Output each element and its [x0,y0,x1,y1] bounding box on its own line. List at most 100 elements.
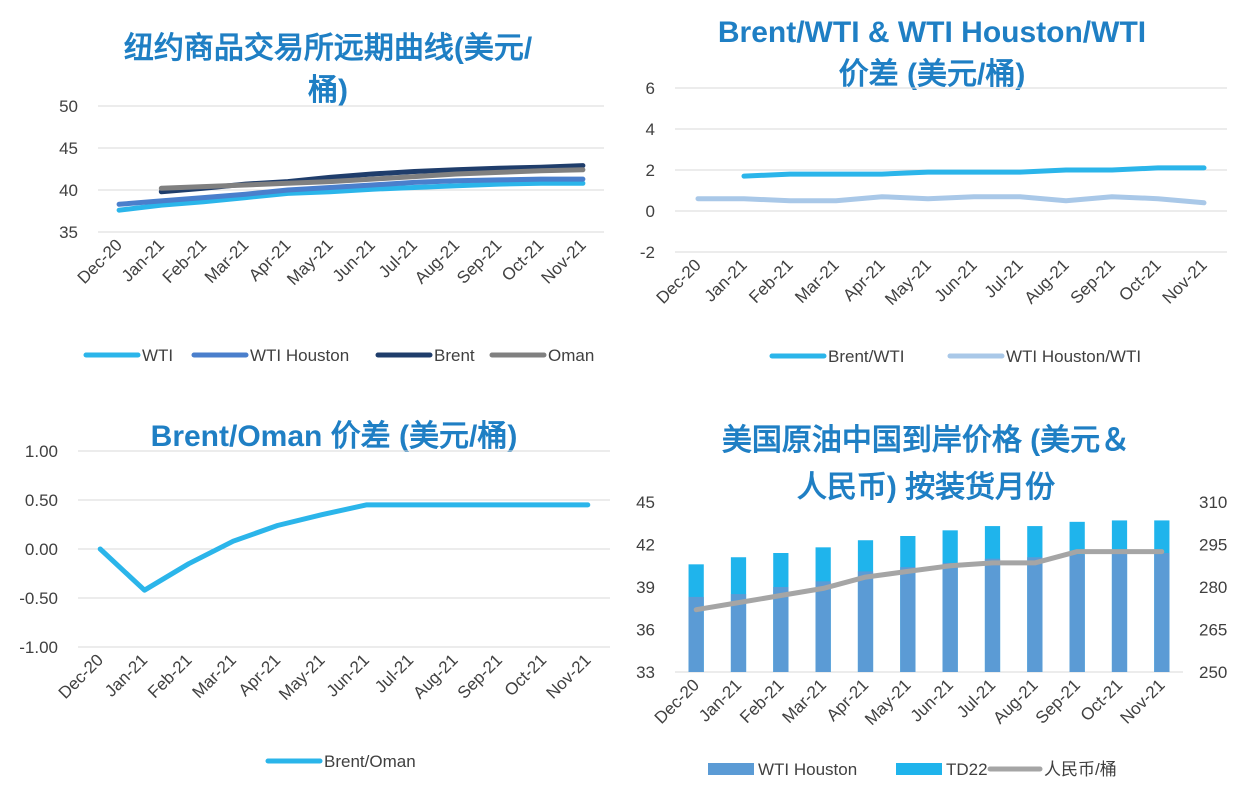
y-tick-label: 40 [59,181,78,200]
chart-title-line: Brent/Oman 价差 (美元/桶) [151,419,518,453]
x-tick-label: Dec-20 [653,255,705,307]
x-tick-label: May-21 [275,650,329,704]
legend-label: Brent [434,346,475,365]
chart-c3: Brent/Oman 价差 (美元/桶) 1.00 0.50 0.00 -0.50 -1.… [19,419,610,771]
chart-title-line: 价差 (美元/桶) [839,57,1026,91]
x-tick-label: Nov-21 [1116,675,1168,727]
y-tick-label: 0.00 [25,540,58,559]
x-tick-label: Aug-21 [411,235,463,287]
series-line [116,176,586,207]
bar [1069,554,1085,672]
legend-label: WTI Houston [758,760,857,779]
y-tick-label: 39 [636,578,655,597]
chart-title-line: 人民币) 按装货月份 [797,470,1055,504]
x-tick-label: Dec-20 [74,235,126,287]
x-tick-label: Feb-21 [736,675,788,727]
x-tick-label: May-21 [881,255,935,309]
legend-label: WTI Houston [250,346,349,365]
legend-label: 人民币/桶 [1044,760,1117,779]
bar [688,596,704,672]
legend-label: Brent/Oman [324,752,416,771]
chart-title-line: 桶) [308,74,348,107]
y-tick-label: 45 [636,493,655,512]
bar [1027,557,1043,672]
y-tick-label: 35 [59,223,78,242]
x-tick-label: Oct-21 [1115,255,1165,305]
bar [1111,553,1128,672]
legend-swatch [896,763,942,775]
legend-label: Oman [548,346,594,365]
x-tick-label: Sep-21 [453,235,505,287]
legend-label: WTI Houston/WTI [1006,347,1141,366]
y-tick-label: 45 [59,139,78,158]
y2-tick-label: 310 [1199,493,1227,512]
y-tick-label: -1.00 [19,638,58,657]
bar [984,558,1001,672]
y-tick-label: 0 [646,202,655,221]
x-tick-label: Nov-21 [538,235,590,287]
x-tick-label: Feb-21 [745,255,797,307]
x-tick-label: Dec-20 [55,650,107,702]
y-tick-label: -0.50 [19,589,58,608]
y2-tick-label: 265 [1199,621,1227,640]
x-tick-label: Jun-21 [329,235,379,285]
bar [815,581,831,672]
legend-label: Brent/WTI [828,347,905,366]
y-tick-label: 36 [636,621,655,640]
chart-c4: 美国原油中国到岸价格 (美元＆ 人民币) 按装货月份 45 42 39 36 33 310 29… [636,423,1227,779]
x-tick-label: Oct-21 [501,650,551,700]
x-tick-label: May-21 [861,675,915,729]
y-tick-label: 6 [646,79,655,98]
y-tick-label: 4 [646,120,655,139]
x-tick-label: Mar-21 [778,675,830,727]
legend-swatch [708,763,754,775]
x-tick-label: Aug-21 [989,675,1041,727]
series-line [695,194,1207,206]
y2-tick-label: 280 [1199,578,1227,597]
y-tick-label: -2 [640,243,655,262]
x-tick-label: Apr-21 [839,255,889,305]
chart-title-line: 纽约商品交易所远期曲线(美元/ [124,31,533,65]
y-tick-label: 0.50 [25,491,58,510]
legend-label: WTI [142,346,173,365]
bar [942,562,958,672]
x-tick-label: Jun-21 [931,255,981,305]
series-line [97,502,591,593]
y-tick-label: 1.00 [25,442,58,461]
y-tick-label: 2 [646,161,655,180]
bar [857,571,874,672]
bar [900,567,916,672]
x-tick-label: Feb-21 [159,235,211,287]
x-tick-label: Jan-21 [101,650,151,700]
x-tick-label: Sep-21 [1032,675,1084,727]
x-tick-label: Nov-21 [1159,255,1211,307]
x-tick-label: Mar-21 [188,650,240,702]
series-line [116,180,586,213]
x-tick-label: Sep-21 [454,650,506,702]
x-tick-label: Mar-21 [201,235,253,287]
x-tick-label: Jun-21 [907,675,957,725]
x-tick-label: Nov-21 [542,650,594,702]
x-tick-label: May-21 [283,235,337,289]
y2-tick-label: 295 [1199,536,1227,555]
y2-tick-label: 250 [1199,663,1227,682]
x-tick-label: Jan-21 [118,235,168,285]
chart-title-line: 美国原油中国到岸价格 (美元＆ [722,423,1130,457]
x-tick-label: Jan-21 [701,255,751,305]
y-tick-label: 33 [636,663,655,682]
x-tick-label: Jun-21 [323,650,373,700]
x-tick-label: Aug-21 [409,650,461,702]
x-tick-label: Dec-20 [651,675,703,727]
y-tick-label: 50 [59,97,78,116]
x-tick-label: Aug-21 [1021,255,1073,307]
legend-label: TD22 [946,760,988,779]
x-tick-label: Feb-21 [144,650,196,702]
chart-c1: 纽约商品交易所远期曲线(美元/桶) 50 45 40 35Dec-20Jan-21Feb… [59,31,604,365]
bar [773,587,789,672]
x-tick-label: Mar-21 [791,255,843,307]
series-line [693,549,1165,613]
x-tick-label: Jan-21 [695,675,745,725]
bar [730,594,747,672]
chart-c2: Brent/WTI & WTI Houston/WTI 价差 (美元/桶) 6 4 2 0… [640,16,1227,366]
